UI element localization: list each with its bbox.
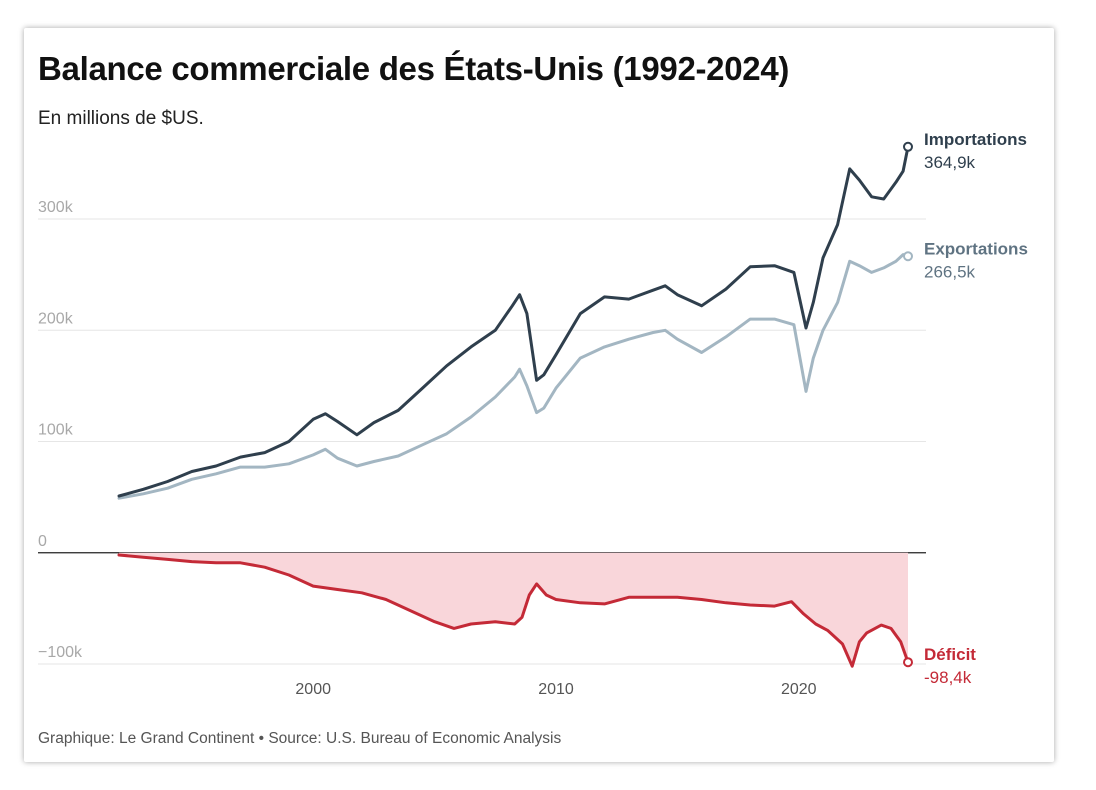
- y-tick-label: −100k: [38, 644, 83, 661]
- series-end-marker: [903, 141, 913, 152]
- series-value-label: -98,4k: [924, 668, 972, 687]
- series-name-label: Déficit: [924, 645, 976, 664]
- x-tick-label: 2020: [781, 681, 817, 698]
- chart-card: Balance commerciale des États-Unis (1992…: [24, 28, 1054, 762]
- y-tick-label: 0: [38, 533, 47, 550]
- x-tick-label: 2000: [295, 681, 331, 698]
- series-name-label: Importations: [924, 130, 1027, 149]
- chart-title: Balance commerciale des États-Unis (1992…: [38, 50, 790, 87]
- series-value-label: 364,9k: [924, 153, 976, 172]
- chart-plot: 300k 200k 100k 0 −100k 2000 2010 2020 Importatio…: [38, 130, 1028, 698]
- series-line-importations: [117, 145, 910, 498]
- series-line-exportations: [117, 253, 910, 500]
- series-end-marker: [903, 657, 913, 668]
- series-value-label: 266,5k: [924, 262, 976, 281]
- y-tick-label: 300k: [38, 199, 74, 216]
- series-end-marker: [903, 251, 913, 262]
- y-tick-label: 200k: [38, 310, 74, 327]
- series-name-label: Exportations: [924, 239, 1028, 258]
- deficit-area: [119, 552, 908, 667]
- x-tick-label: 2010: [538, 681, 574, 698]
- series-line-dficit: [117, 553, 910, 668]
- y-tick-label: 100k: [38, 422, 74, 439]
- chart-subtitle: En millions de $US.: [38, 108, 204, 129]
- chart-source: Graphique: Le Grand Continent • Source: …: [38, 730, 562, 747]
